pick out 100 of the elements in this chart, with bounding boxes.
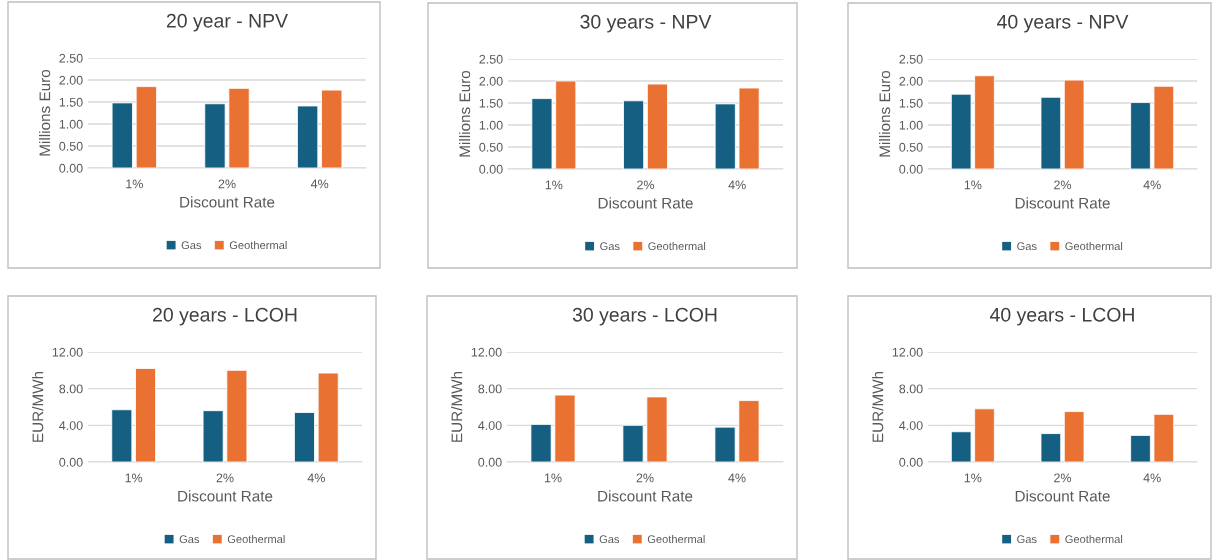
bar — [646, 83, 668, 169]
x-axis-title: Discount Rate — [1015, 197, 1110, 209]
x-tick-label: 1% — [964, 180, 982, 190]
x-tick-label: 4% — [1143, 473, 1161, 483]
legend-label: Geothermal — [648, 241, 706, 251]
y-tick-label: 1.50 — [479, 98, 503, 108]
legend-label: Gas — [181, 241, 202, 250]
bar — [714, 426, 736, 462]
x-tick-label: 2% — [1054, 180, 1072, 190]
y-tick-label: 2.00 — [899, 76, 923, 86]
y-tick-label: 8.00 — [899, 384, 923, 394]
legend-label: Geothermal — [1065, 241, 1123, 251]
y-axis-title: EUR/MWh — [872, 371, 884, 442]
x-tick-label: 2% — [637, 180, 655, 190]
chart-title: 20 year - NPV — [166, 13, 288, 32]
y-axis-title: Millions Euro — [879, 70, 891, 157]
bar — [950, 93, 972, 169]
y-tick-label: 0.00 — [479, 164, 503, 174]
y-tick-label: 2.00 — [479, 76, 503, 86]
bar — [555, 80, 577, 169]
x-tick-label: 4% — [307, 473, 325, 483]
y-tick-label: 2.50 — [899, 54, 923, 64]
legend-label: Gas — [1017, 242, 1037, 251]
bar — [1040, 433, 1062, 462]
bar — [950, 431, 972, 462]
y-tick-label: 0.00 — [899, 164, 923, 174]
bar — [321, 89, 343, 168]
bar — [1130, 435, 1151, 462]
y-tick-label: 0.50 — [899, 142, 923, 152]
x-axis-title: Discount Rate — [178, 490, 273, 502]
y-axis-title: Millions Euro — [39, 69, 51, 156]
bar — [317, 372, 339, 462]
bar — [1063, 79, 1085, 169]
x-tick-label: 2% — [1054, 473, 1072, 483]
legend-label: Gas — [599, 535, 620, 544]
legend-label: Geothermal — [229, 240, 287, 250]
chart-title: 40 years - NPV — [997, 14, 1129, 33]
y-tick-label: 1.00 — [899, 120, 923, 130]
x-tick-label: 4% — [1143, 180, 1161, 190]
y-tick-label: 1.50 — [59, 97, 83, 107]
x-tick-label: 1% — [126, 179, 143, 189]
chart-title: 20 years - LCOH — [153, 307, 297, 326]
x-axis-title: Discount Rate — [1015, 490, 1110, 502]
bar — [1130, 102, 1151, 169]
x-tick-label: 2% — [636, 473, 654, 483]
chart-title: 40 years - LCOH — [990, 307, 1134, 326]
bar — [554, 394, 576, 462]
bar — [1153, 413, 1175, 462]
y-tick-label: 4.00 — [899, 421, 923, 430]
y-tick-label: 1.50 — [899, 98, 923, 108]
bar — [1153, 85, 1175, 169]
y-tick-label: 12.00 — [52, 347, 83, 357]
y-tick-label: 0.00 — [899, 457, 923, 467]
legend-label: Gas — [179, 535, 200, 544]
x-tick-label: 4% — [728, 180, 746, 190]
bar — [622, 424, 644, 462]
x-tick-label: 1% — [125, 473, 143, 483]
x-axis-title: Discount Rate — [180, 196, 275, 208]
y-tick-label: 4.00 — [478, 421, 502, 430]
y-tick-label: 0.00 — [59, 457, 83, 467]
y-tick-label: 12.00 — [471, 347, 502, 357]
y-tick-label: 2.50 — [479, 54, 503, 64]
bar — [226, 369, 248, 462]
y-tick-label: 0.00 — [59, 163, 83, 173]
chart-title: 30 years - NPV — [580, 14, 712, 33]
x-axis-title: Discount Rate — [598, 197, 693, 209]
y-tick-label: 0.50 — [479, 142, 503, 152]
y-tick-label: 8.00 — [478, 384, 502, 394]
legend-label: Gas — [1017, 535, 1037, 544]
y-tick-label: 1.00 — [479, 120, 503, 130]
y-tick-label: 8.00 — [59, 384, 83, 394]
bar — [738, 400, 760, 462]
bar — [228, 87, 250, 168]
y-axis-title: EUR/MWh — [32, 371, 44, 442]
x-tick-label: 1% — [545, 180, 563, 190]
bar — [135, 368, 157, 462]
x-axis-title: Discount Rate — [598, 490, 693, 502]
legend-label: Geothermal — [1065, 534, 1123, 544]
y-tick-label: 0.00 — [478, 457, 502, 467]
bar — [974, 408, 995, 462]
x-tick-label: 4% — [728, 473, 746, 483]
bar — [738, 87, 760, 169]
bar — [135, 86, 157, 168]
y-tick-label: 0.50 — [59, 141, 83, 151]
legend-label: Gas — [600, 242, 620, 251]
bar — [1040, 96, 1062, 169]
bar — [202, 410, 224, 462]
legend-label: Geothermal — [647, 534, 705, 544]
bar — [623, 100, 645, 169]
x-tick-label: 2% — [216, 473, 234, 483]
y-tick-label: 2.50 — [59, 53, 83, 63]
bar — [531, 98, 553, 169]
y-tick-label: 12.00 — [892, 347, 923, 357]
y-axis-title: EUR/MWh — [451, 371, 463, 442]
bar — [293, 412, 315, 462]
x-tick-label: 2% — [218, 179, 236, 189]
bar — [974, 75, 995, 169]
chart-title: 30 years - LCOH — [572, 307, 717, 326]
bar — [646, 396, 668, 462]
x-tick-label: 1% — [964, 473, 982, 483]
